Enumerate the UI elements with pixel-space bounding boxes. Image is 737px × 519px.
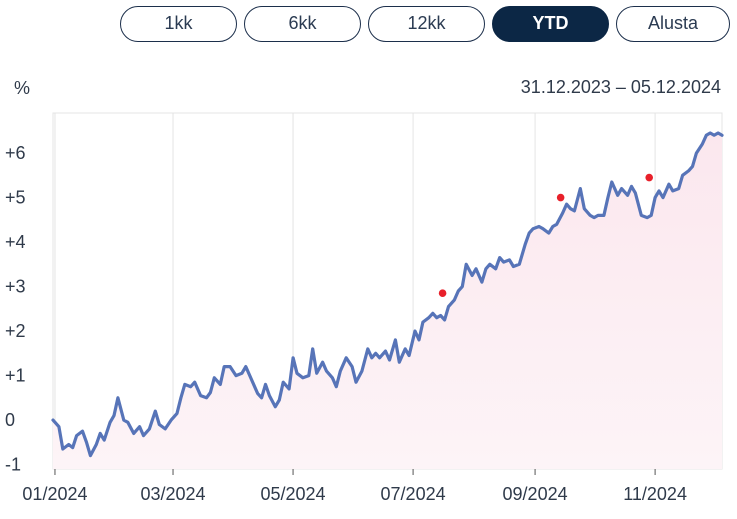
y-tick-label: +5 bbox=[5, 188, 26, 208]
x-tick-label: 07/2024 bbox=[381, 484, 446, 504]
y-tick-label: -1 bbox=[5, 455, 21, 475]
event-marker[interactable] bbox=[645, 173, 653, 182]
x-tick-label: 03/2024 bbox=[140, 484, 205, 504]
y-tick-label: +6 bbox=[5, 143, 26, 163]
event-marker[interactable] bbox=[556, 193, 565, 202]
range-button-6kk[interactable]: 6kk bbox=[244, 6, 361, 42]
event-marker[interactable] bbox=[438, 289, 447, 298]
date-range-label: 31.12.2023 – 05.12.2024 bbox=[520, 77, 721, 97]
range-button-ytd[interactable]: YTD bbox=[492, 6, 609, 42]
range-button-alusta[interactable]: Alusta bbox=[616, 6, 730, 42]
x-tick-label: 05/2024 bbox=[261, 484, 326, 504]
series-line bbox=[51, 131, 724, 458]
y-tick-label: +4 bbox=[5, 232, 26, 252]
y-tick-label: +1 bbox=[5, 366, 26, 386]
range-selector: 1kk 6kk 12kk YTD Alusta bbox=[0, 6, 737, 46]
x-tick-label: 09/2024 bbox=[503, 484, 568, 504]
y-unit-label: % bbox=[14, 78, 31, 98]
range-button-1kk[interactable]: 1kk bbox=[120, 6, 237, 42]
x-tick-label: 11/2024 bbox=[623, 484, 687, 504]
y-tick-label: 0 bbox=[5, 410, 15, 430]
range-button-12kk[interactable]: 12kk bbox=[368, 6, 485, 42]
y-tick-label: +2 bbox=[5, 321, 26, 341]
y-tick-label: +3 bbox=[5, 277, 26, 297]
x-tick-label: 01/2024 bbox=[22, 484, 87, 504]
